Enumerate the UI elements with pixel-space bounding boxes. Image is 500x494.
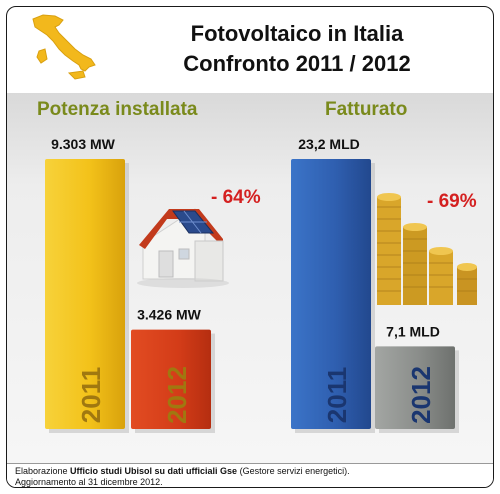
bar-fatturato-2011 bbox=[291, 159, 371, 429]
category-label-potenza-2012: 2012 bbox=[162, 366, 192, 424]
category-label-fatturato-2011: 2011 bbox=[322, 367, 352, 423]
header: Fotovoltaico in Italia Confronto 2011 / … bbox=[7, 7, 493, 93]
change-label-fatturato: - 69% bbox=[427, 191, 477, 212]
category-label-potenza-2011: 2011 bbox=[76, 367, 106, 423]
page-subtitle: Confronto 2011 / 2012 bbox=[183, 51, 411, 76]
page-title: Fotovoltaico in Italia bbox=[190, 21, 404, 46]
footer-line1: Elaborazione Ufficio studi Ubisol su dat… bbox=[15, 466, 350, 476]
data-label-fatturato-2011: 23,2 MLD bbox=[298, 136, 359, 152]
bars-layer: 9.303 MW 2011 3.426 MW 2012 23,2 MLD 2011 7,1 … bbox=[45, 136, 459, 433]
data-label-potenza-2012: 3.426 MW bbox=[137, 307, 202, 323]
infographic-frame: Fotovoltaico in Italia Confronto 2011 / … bbox=[6, 6, 494, 488]
chart-title-potenza: Potenza installata bbox=[37, 99, 198, 120]
coins-stack-icon bbox=[377, 193, 477, 305]
italy-map-icon bbox=[32, 14, 96, 80]
bar-potenza-2011 bbox=[45, 159, 125, 429]
footer-source: Elaborazione Ufficio studi Ubisol su dat… bbox=[7, 463, 493, 487]
chart-title-fatturato: Fatturato bbox=[325, 99, 408, 120]
footer-line2: Aggiornamento al 31 dicembre 2012. bbox=[15, 477, 163, 487]
bar-potenza-2012 bbox=[131, 329, 211, 429]
house-solar-icon bbox=[137, 208, 229, 288]
category-label-fatturato-2012: 2012 bbox=[406, 366, 436, 424]
bar-fatturato-2012 bbox=[375, 346, 455, 429]
charts-panel: Potenza installata Fatturato bbox=[7, 93, 493, 463]
charts-svg: - 64% - 69% 9.303 MW 2011 3.426 MW 2012 23,2… bbox=[45, 136, 477, 433]
data-label-potenza-2011: 9.303 MW bbox=[51, 136, 116, 152]
data-label-fatturato-2012: 7,1 MLD bbox=[386, 323, 440, 339]
change-label-potenza: - 64% bbox=[211, 187, 261, 208]
